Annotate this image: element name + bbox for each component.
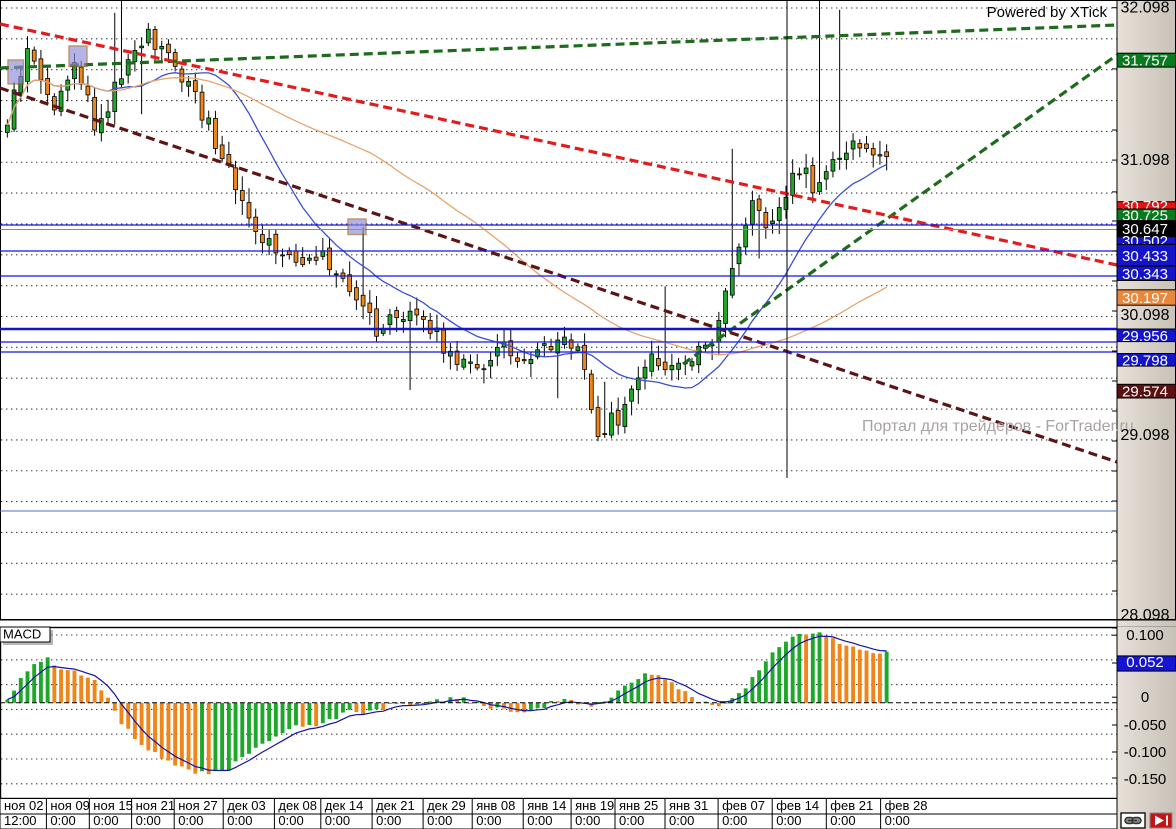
svg-text:0:00: 0:00 <box>136 813 161 828</box>
svg-text:ноя 02: ноя 02 <box>4 798 44 813</box>
svg-text:MACD: MACD <box>3 627 41 642</box>
svg-text:дек 29: дек 29 <box>427 798 466 813</box>
svg-text:0:00: 0:00 <box>427 813 452 828</box>
svg-text:0:00: 0:00 <box>830 813 855 828</box>
svg-text:0: 0 <box>1141 689 1149 706</box>
svg-text:0:00: 0:00 <box>575 813 600 828</box>
svg-text:28.098: 28.098 <box>1121 607 1170 624</box>
svg-text:0:00: 0:00 <box>325 813 350 828</box>
svg-text:0:00: 0:00 <box>93 813 118 828</box>
svg-text:31.098: 31.098 <box>1121 152 1170 169</box>
svg-text:12:00: 12:00 <box>4 813 37 828</box>
svg-text:ноя 09: ноя 09 <box>50 798 90 813</box>
svg-text:янв 19: янв 19 <box>575 798 614 813</box>
svg-text:29.956: 29.956 <box>1122 328 1168 345</box>
svg-text:0:00: 0:00 <box>376 813 401 828</box>
svg-text:0.052: 0.052 <box>1126 654 1164 671</box>
svg-text:Портал для трейдеров - ForTrad: Портал для трейдеров - ForTrader.ru <box>862 418 1134 435</box>
svg-text:дек 08: дек 08 <box>278 798 317 813</box>
svg-text:29.574: 29.574 <box>1122 384 1168 401</box>
svg-text:31.757: 31.757 <box>1122 53 1168 70</box>
svg-text:29.098: 29.098 <box>1121 427 1170 444</box>
svg-text:янв 14: янв 14 <box>527 798 566 813</box>
svg-text:янв 31: янв 31 <box>669 798 708 813</box>
svg-text:0:00: 0:00 <box>476 813 501 828</box>
svg-text:0:00: 0:00 <box>776 813 801 828</box>
svg-text:30.343: 30.343 <box>1122 266 1168 283</box>
svg-text:янв 08: янв 08 <box>476 798 515 813</box>
svg-text:ноя 15: ноя 15 <box>93 798 133 813</box>
svg-text:фев 21: фев 21 <box>830 798 873 813</box>
svg-text:0:00: 0:00 <box>50 813 75 828</box>
svg-text:0:00: 0:00 <box>527 813 552 828</box>
svg-text:0:00: 0:00 <box>278 813 303 828</box>
svg-text:фев 14: фев 14 <box>776 798 819 813</box>
svg-text:-0.150: -0.150 <box>1124 771 1167 788</box>
svg-text:дек 03: дек 03 <box>227 798 266 813</box>
svg-text:-0.100: -0.100 <box>1124 744 1167 761</box>
svg-text:ноя 21: ноя 21 <box>136 798 176 813</box>
svg-text:0:00: 0:00 <box>885 813 910 828</box>
svg-text:30.197: 30.197 <box>1122 290 1168 307</box>
svg-text:0:00: 0:00 <box>722 813 747 828</box>
svg-text:дек 21: дек 21 <box>376 798 415 813</box>
svg-text:29.798: 29.798 <box>1122 352 1168 369</box>
svg-text:-0.050: -0.050 <box>1124 717 1167 734</box>
svg-text:32.098: 32.098 <box>1121 0 1170 17</box>
svg-text:30.098: 30.098 <box>1121 307 1170 324</box>
svg-text:янв 25: янв 25 <box>619 798 658 813</box>
svg-text:0:00: 0:00 <box>227 813 252 828</box>
svg-text:30.433: 30.433 <box>1122 248 1168 265</box>
svg-text:фев 07: фев 07 <box>722 798 765 813</box>
svg-text:дек 14: дек 14 <box>325 798 364 813</box>
svg-text:0:00: 0:00 <box>619 813 644 828</box>
svg-text:фев 28: фев 28 <box>885 798 928 813</box>
svg-text:Powered by XTick: Powered by XTick <box>987 4 1108 21</box>
svg-text:0:00: 0:00 <box>178 813 203 828</box>
svg-text:0.100: 0.100 <box>1126 627 1164 644</box>
svg-text:0:00: 0:00 <box>669 813 694 828</box>
svg-text:ноя 27: ноя 27 <box>178 798 218 813</box>
